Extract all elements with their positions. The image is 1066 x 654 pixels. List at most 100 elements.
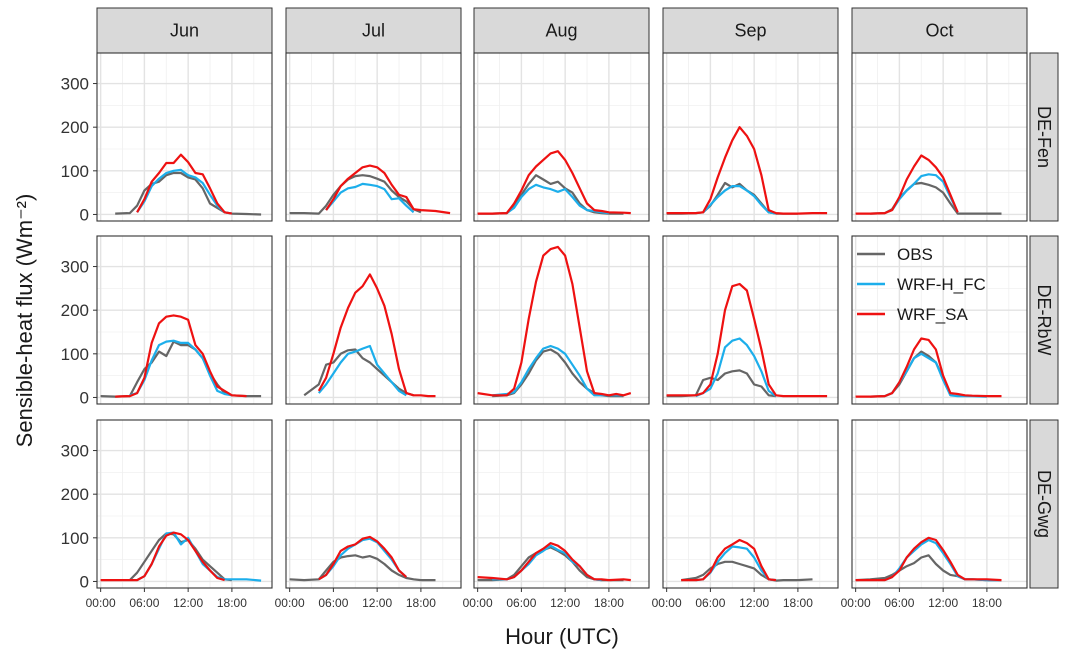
- series-line-wrf-sa: [318, 535, 408, 581]
- legend-item-wrf-h-fc: WRF-H_FC: [857, 275, 986, 294]
- y-tick-label: 300: [61, 442, 89, 461]
- series-line-obs: [289, 554, 436, 582]
- series-line-wrf-sa: [666, 126, 828, 215]
- panel-background: [852, 420, 1027, 588]
- series-line-wrf-h-fc: [506, 183, 610, 215]
- series-line-wrf-sa: [136, 153, 233, 215]
- panel-de-rbw-aug: [473, 235, 650, 405]
- panel-background: [663, 53, 838, 221]
- panel-border: [285, 52, 462, 222]
- column-strip-jul: [285, 7, 462, 54]
- panel-border: [851, 52, 1028, 222]
- panel-border: [662, 419, 839, 589]
- y-tick-label: 0: [80, 572, 89, 591]
- x-tick-label: 00:00: [463, 596, 493, 610]
- panel-background: [474, 420, 649, 588]
- x-tick-label: 18:00: [594, 596, 624, 610]
- panel-de-gwg-aug: [473, 419, 650, 592]
- y-tick-label: 300: [61, 258, 89, 277]
- panel-de-rbw-jul: [285, 235, 462, 405]
- panel-border: [285, 419, 462, 589]
- panel-background: [852, 53, 1027, 221]
- column-strip-jun: [96, 7, 273, 54]
- y-tick-label: 200: [61, 301, 89, 320]
- panel-de-fen-jul: [285, 52, 462, 222]
- panel-de-rbw-oct: [851, 235, 1028, 405]
- panel-background: [286, 420, 461, 588]
- y-tick-label: 0: [80, 205, 89, 224]
- legend-label: OBS: [897, 245, 933, 264]
- legend-item-obs: OBS: [857, 245, 933, 264]
- row-strip-de-rbw: [1029, 235, 1059, 405]
- panels-layer: Jun Jul Aug Sep Oct DE-Fen DE-RbW DE-Gwg: [93, 7, 1059, 592]
- panel-de-gwg-oct: [851, 419, 1028, 592]
- series-line-wrf-sa: [325, 164, 451, 215]
- row-strip-label: DE-Gwg: [1034, 470, 1054, 538]
- y-tick-label: 200: [61, 485, 89, 504]
- x-tick-label: 06:00: [129, 596, 159, 610]
- panel-border: [473, 52, 650, 222]
- panel-background: [286, 53, 461, 221]
- x-tick-label: 06:00: [318, 596, 348, 610]
- legend-item-wrf-sa: WRF_SA: [857, 305, 969, 324]
- panel-border: [96, 235, 273, 405]
- series-line-wrf-h-fc: [136, 168, 233, 215]
- legend-label: WRF-H_FC: [897, 275, 986, 294]
- series-line-obs: [129, 532, 233, 582]
- series-line-wrf-h-fc: [492, 344, 624, 397]
- panel-border: [96, 419, 273, 589]
- panel-border: [662, 235, 839, 405]
- y-tick-label: 100: [61, 162, 89, 181]
- panel-border: [96, 52, 273, 222]
- series-line-wrf-sa: [100, 531, 225, 582]
- panel-border: [851, 235, 1028, 405]
- series-line-wrf-h-fc: [129, 339, 233, 397]
- series-line-wrf-sa: [666, 282, 828, 398]
- series-line-wrf-sa: [855, 337, 1002, 398]
- series-line-wrf-sa: [477, 541, 631, 582]
- series-line-wrf-h-fc: [317, 344, 407, 397]
- y-tick-label: 200: [61, 118, 89, 137]
- x-tick-label: 12:00: [173, 596, 203, 610]
- column-strip-aug: [473, 7, 650, 54]
- x-tick-label: 00:00: [652, 596, 682, 610]
- column-strip-sep: [662, 7, 839, 54]
- y-tick-labels: 0 100 200 300 0 100 200 300 0 100 200 300: [61, 75, 89, 592]
- y-tick-label: 100: [61, 345, 89, 364]
- x-tick-label: 12:00: [362, 596, 392, 610]
- panel-de-fen-jun: [93, 52, 273, 222]
- panel-de-fen-oct: [851, 52, 1028, 222]
- panel-de-rbw-sep: [662, 235, 839, 405]
- series-line-wrf-h-fc: [702, 185, 777, 215]
- row-strip-de-fen: [1029, 52, 1059, 222]
- panel-de-gwg-sep: [662, 419, 839, 592]
- y-tick-label: 100: [61, 529, 89, 548]
- x-tick-label: 06:00: [884, 596, 914, 610]
- panel-de-gwg-jul: [285, 419, 462, 592]
- series-line-obs: [477, 174, 624, 215]
- x-tick-label: 12:00: [550, 596, 580, 610]
- column-strip-label: Oct: [925, 21, 953, 41]
- x-axis-title: Hour (UTC): [505, 624, 619, 649]
- series-line-wrf-sa: [317, 273, 436, 398]
- y-tick-label: 300: [61, 75, 89, 94]
- panel-border: [851, 419, 1028, 589]
- y-axis-title: Sensible-heat flux (Wm⁻²): [12, 194, 37, 448]
- series-line-obs: [666, 369, 777, 398]
- panel-background: [474, 236, 649, 404]
- series-line-wrf-sa: [477, 150, 631, 215]
- x-tick-label: 00:00: [86, 596, 116, 610]
- row-strip-label: DE-Fen: [1034, 106, 1054, 168]
- panel-background: [663, 420, 838, 588]
- series-line-obs: [681, 560, 813, 582]
- x-tick-label: 12:00: [928, 596, 958, 610]
- panel-border: [473, 235, 650, 405]
- panel-background: [97, 236, 272, 404]
- panel-de-gwg-jun: [93, 419, 273, 592]
- panel-border: [473, 419, 650, 589]
- panel-de-fen-aug: [473, 52, 650, 222]
- panel-de-rbw-jun: [93, 235, 273, 405]
- x-tick-label: 00:00: [275, 596, 305, 610]
- x-tick-label: 06:00: [695, 596, 725, 610]
- x-tick-label: 06:00: [506, 596, 536, 610]
